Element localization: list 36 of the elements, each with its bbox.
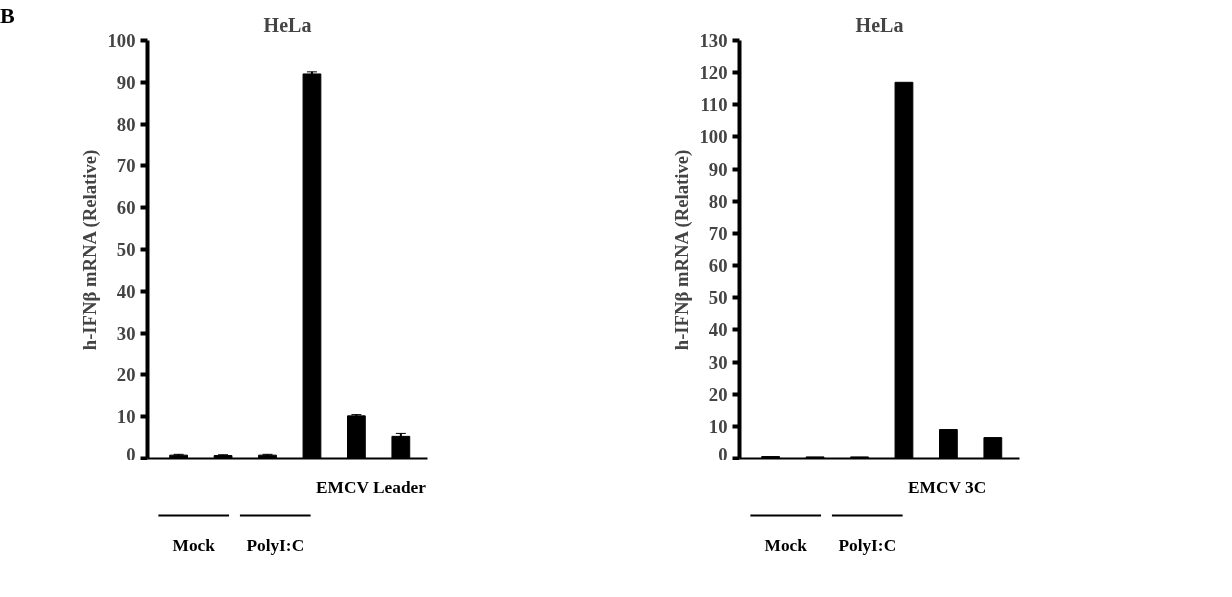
y-tick-label: 120 xyxy=(699,62,728,84)
y-axis-title: h-IFNβ mRNA (Relative) xyxy=(78,149,101,351)
y-tick-label: 70 xyxy=(708,222,728,244)
y-tick-label: 40 xyxy=(116,280,136,302)
y-tick-label: 60 xyxy=(708,255,728,277)
y-tick-label: 10 xyxy=(116,406,136,428)
chart-title: HeLa xyxy=(263,13,312,36)
y-tick-label: 0 xyxy=(718,443,728,465)
y-tick-label: 100 xyxy=(107,30,136,51)
y-tick-label: 100 xyxy=(699,126,728,148)
y-tick-label: 20 xyxy=(708,383,728,405)
text: EMCV 3C xyxy=(908,478,987,497)
y-tick-label: 80 xyxy=(116,113,136,135)
y-tick-label: 0 xyxy=(126,443,136,465)
y-tick-label: 130 xyxy=(699,30,728,51)
y-tick-label: 90 xyxy=(116,71,136,93)
text: Mock xyxy=(764,536,808,555)
y-tick-label: 50 xyxy=(708,287,728,309)
y-tick-label: 50 xyxy=(116,239,136,260)
text: B xyxy=(0,2,15,30)
y-axis-title: h-IFNβ mRNA (Relative) xyxy=(670,149,693,351)
y-tick-label: 70 xyxy=(116,155,136,177)
y-tick-label: 60 xyxy=(116,197,136,219)
y-tick-label: 90 xyxy=(708,158,728,180)
text: PolyI:C xyxy=(246,536,305,555)
y-tick-label: 30 xyxy=(116,322,136,344)
y-tick-label: 20 xyxy=(116,364,136,386)
text: PolyI:C xyxy=(838,536,897,555)
text: Mock xyxy=(172,536,216,555)
y-tick-label: 10 xyxy=(708,415,728,437)
y-tick-label: 40 xyxy=(708,319,728,341)
y-tick-label: 80 xyxy=(708,190,728,212)
y-tick-label: 30 xyxy=(708,351,728,373)
chart-title: HeLa xyxy=(855,13,904,36)
text: EMCV Leader xyxy=(316,478,427,497)
y-tick-label: 110 xyxy=(700,94,728,116)
